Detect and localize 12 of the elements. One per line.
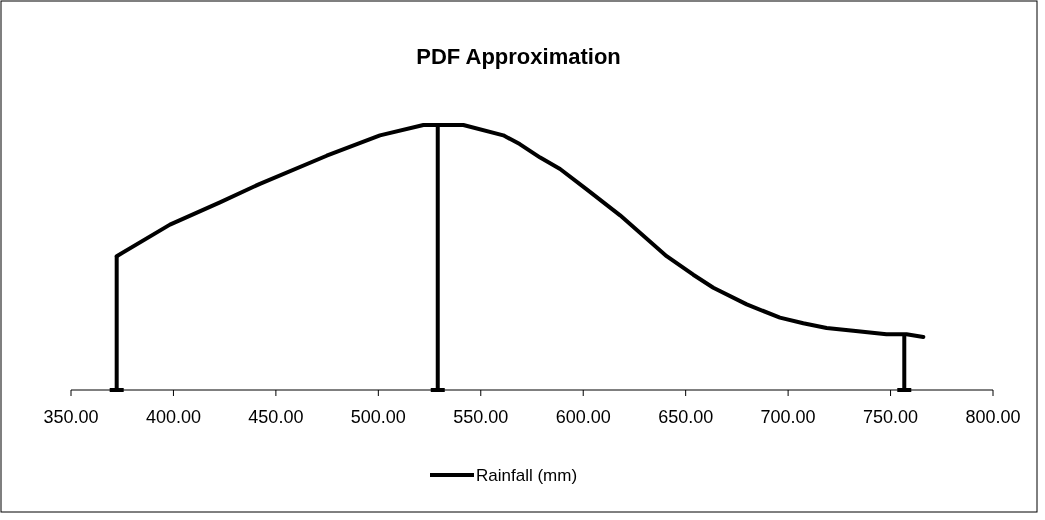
x-tick-label: 650.00: [658, 407, 714, 427]
legend-label: Rainfall (mm): [476, 466, 578, 485]
chart-title: PDF Approximation: [416, 44, 621, 69]
x-tick-label: 350.00: [43, 407, 99, 427]
x-tick-label: 450.00: [248, 407, 304, 427]
x-tick-label: 750.00: [863, 407, 919, 427]
x-tick-label: 400.00: [145, 407, 201, 427]
x-tick-label: 550.00: [453, 407, 509, 427]
x-tick-label: 500.00: [350, 407, 406, 427]
x-tick-label: 800.00: [965, 407, 1021, 427]
x-tick-label: 600.00: [555, 407, 611, 427]
x-tick-label: 700.00: [760, 407, 816, 427]
